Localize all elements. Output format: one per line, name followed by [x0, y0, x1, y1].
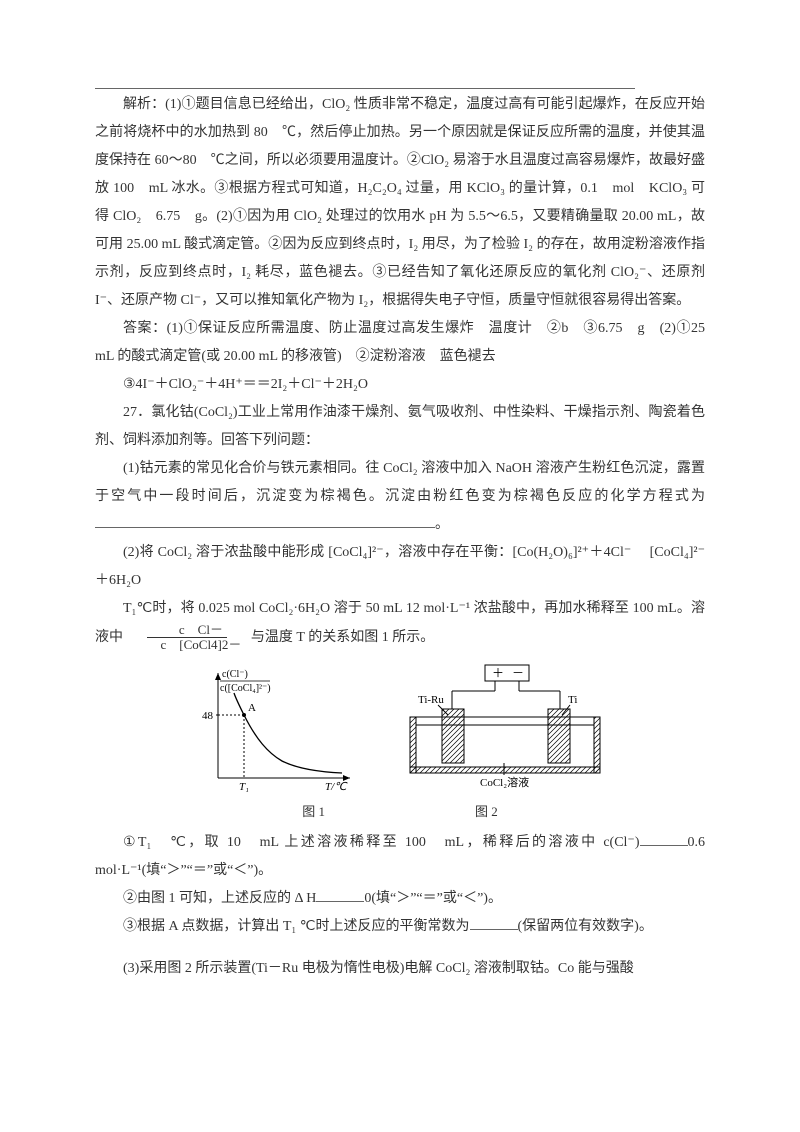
y-axis-den: c([CoCl₄]²⁻)	[220, 683, 271, 694]
electrode-right-label: Ti	[568, 694, 577, 706]
subq-2b: T₁℃时，将 0.025 mol CoCl₂·6H₂O 溶于 50 mL 12 …	[95, 595, 705, 653]
curve-line-upper	[234, 693, 244, 715]
subq-2-2-b: 0(填“＞”“＝”或“＜”)。	[364, 891, 502, 906]
answer-paragraph-1: 答案：(1)①保证反应所需温度、防止温度过高发生爆炸 温度计 ②b ③6.75 …	[95, 315, 705, 371]
subq-2-3: ③根据 A 点数据，计算出 T₁ ℃时上述反应的平衡常数为 (保留两位有效数字)。	[95, 913, 705, 941]
subq-2-3-a: ③根据 A 点数据，计算出 T₁ ℃时上述反应的平衡常数为	[123, 919, 470, 934]
analysis-paragraph: 解析：(1)①题目信息已经给出，ClO₂ 性质非常不稳定，温度过高有可能引起爆炸…	[95, 91, 705, 315]
subq-2b-suffix: 与温度 T 的关系如图 1 所示。	[251, 630, 434, 645]
y-tick-48: 48	[202, 710, 214, 722]
frac-den: c [CoCl4]2－	[129, 638, 246, 652]
figure-row: c(Cl⁻) c([CoCl₄]²⁻) 48 A T₁ T/℃ ＋ －	[95, 663, 705, 793]
x-axis-label: T/℃	[325, 781, 348, 793]
curve-line	[244, 715, 342, 773]
blank-2-1[interactable]	[640, 831, 688, 846]
page-body: 解析：(1)①题目信息已经给出，ClO₂ 性质非常不稳定，温度过高有可能引起爆炸…	[0, 0, 800, 1132]
electrode-left	[442, 709, 464, 763]
caption-fig1: 图 1	[302, 799, 325, 825]
subq-2-2-a: ②由图 1 可知，上述反应的 Δ H	[123, 891, 316, 906]
subq-2-3-b: (保留两位有效数字)。	[518, 919, 653, 934]
subq-2-2: ②由图 1 可知，上述反应的 Δ H 0(填“＞”“＝”或“＜”)。	[95, 885, 705, 913]
subq-1: (1)钴元素的常见化合价与铁元素相同。往 CoCl₂ 溶液中加入 NaOH 溶液…	[95, 455, 705, 539]
subq-1-answer-blank[interactable]	[95, 513, 435, 528]
electrode-right	[548, 709, 570, 763]
blank-2-2[interactable]	[316, 887, 364, 902]
subq-1-text: (1)钴元素的常见化合价与铁元素相同。往 CoCl₂ 溶液中加入 NaOH 溶液…	[95, 461, 705, 504]
electrode-left-label: Ti-Ru	[418, 694, 444, 706]
subq-1-trail: 。	[435, 517, 449, 532]
y-axis-num: c(Cl⁻)	[222, 669, 248, 680]
x-tick-t1: T₁	[239, 781, 249, 793]
answer-eq-3: ③4I⁻＋ClO₂⁻＋4H⁺＝＝2I₂＋Cl⁻＋2H₂O	[95, 371, 705, 399]
solution-label: CoCl₂溶液	[480, 775, 529, 789]
figure-2-device: ＋ － Ti-Ru Ti Co	[400, 663, 610, 793]
subq-2a: (2)将 CoCl₂ 溶于浓盐酸中能形成 [CoCl₄]²⁻，溶液中存在平衡：[…	[95, 539, 705, 595]
figure-1-chart: c(Cl⁻) c([CoCl₄]²⁻) 48 A T₁ T/℃	[190, 663, 360, 793]
subq-3: (3)采用图 2 所示装置(Ti－Ru 电极为惰性电极)电解 CoCl₂ 溶液制…	[95, 955, 705, 983]
subq-2-1-a: ①T₁ ℃，取 10 mL 上述溶液稀释至 100 mL，稀释后的溶液中 c(C…	[123, 835, 640, 850]
subq-2-1: ①T₁ ℃，取 10 mL 上述溶液稀释至 100 mL，稀释后的溶液中 c(C…	[95, 829, 705, 885]
blank-2-3[interactable]	[470, 915, 518, 930]
battery-minus: －	[512, 666, 524, 680]
battery-plus: ＋	[492, 666, 504, 680]
ratio-fraction: c Cl－ c [CoCl4]2－	[129, 623, 246, 653]
caption-fig2: 图 2	[475, 799, 498, 825]
frac-num: c Cl－	[147, 623, 227, 638]
point-a-label: A	[248, 702, 256, 714]
question-27-stem: 27．氯化钴(CoCl₂)工业上常用作油漆干燥剂、氨气吸收剂、中性染料、干燥指示…	[95, 399, 705, 455]
figure-captions: 图 1 图 2	[95, 799, 705, 825]
leading-blank-line	[95, 70, 635, 89]
